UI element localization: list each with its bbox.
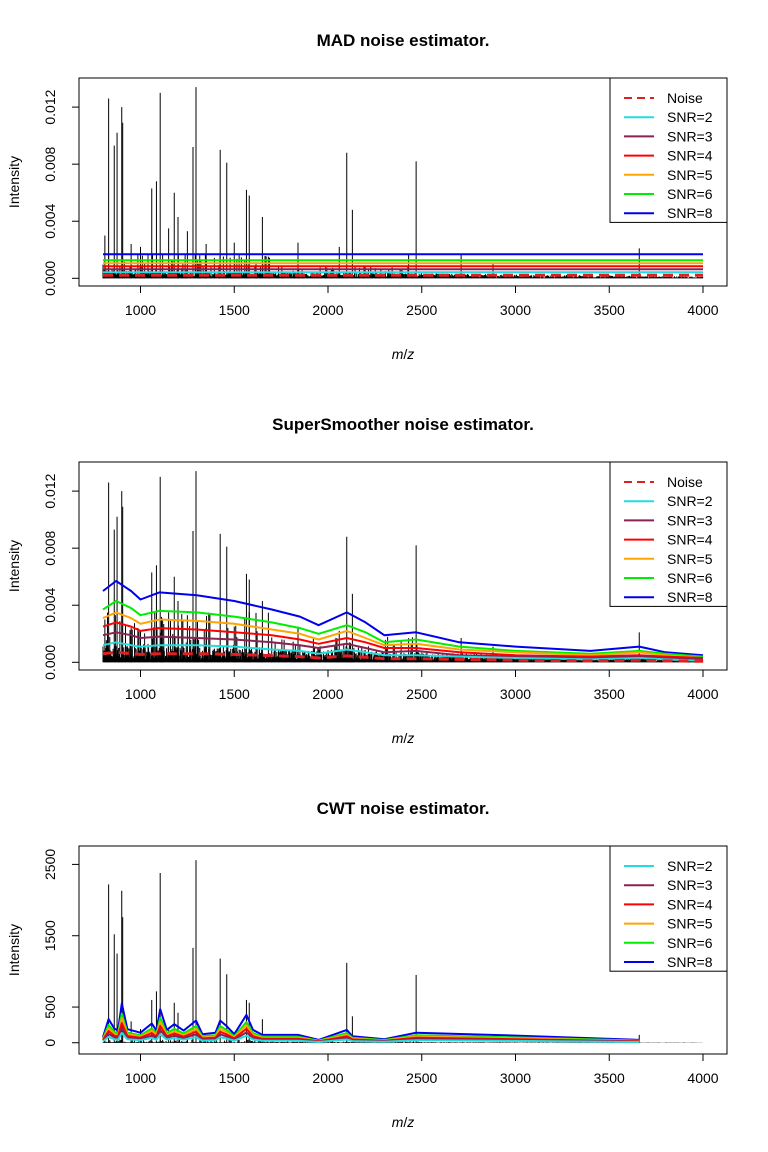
y-tick-label: 1500 — [42, 920, 58, 951]
legend-label: Noise — [667, 474, 703, 490]
legend-label: SNR=8 — [667, 589, 713, 605]
legend-label: SNR=2 — [667, 493, 713, 509]
x-tick-label: 3500 — [594, 686, 625, 702]
y-axis-label: Intensity — [6, 156, 22, 208]
series-line-snr-2 — [102, 1031, 640, 1043]
series-line-snr-2 — [102, 641, 704, 662]
y-axis-label: Intensity — [6, 924, 22, 976]
x-tick-label: 4000 — [687, 302, 718, 318]
x-axis-label-m: m — [392, 346, 404, 362]
legend-label: SNR=6 — [667, 570, 713, 586]
series-line-snr-4 — [102, 621, 704, 659]
x-tick-label: 3000 — [500, 302, 531, 318]
y-tick-label: 0.012 — [42, 89, 58, 124]
series-line-noise — [102, 650, 704, 663]
y-axis-label: Intensity — [6, 540, 22, 592]
x-tick-label: 1000 — [125, 686, 156, 702]
x-axis-label-sep: / — [403, 1114, 407, 1130]
x-axis-label-z: z — [406, 1114, 414, 1130]
x-axis-label: m/z — [392, 1114, 415, 1130]
y-tick-label: 0.012 — [42, 473, 58, 508]
legend-label: SNR=3 — [667, 128, 713, 144]
legend: Noise SNR=2 SNR=3 SNR=4 SNR=5 SNR=6 SNR=8 — [609, 77, 728, 223]
series-line-snr-5 — [102, 611, 704, 659]
x-axis-label-z: z — [406, 346, 414, 362]
legend-label: SNR=3 — [667, 877, 713, 893]
legend-label: SNR=5 — [667, 167, 713, 183]
x-tick-label: 2500 — [406, 686, 437, 702]
x-tick-label: 3500 — [594, 302, 625, 318]
legend-label: SNR=8 — [667, 205, 713, 221]
legend-label: SNR=3 — [667, 512, 713, 528]
x-axis-label-m: m — [392, 730, 404, 746]
legend-label: SNR=2 — [667, 109, 713, 125]
y-tick-label: 0.000 — [42, 645, 58, 680]
legend-label: SNR=8 — [667, 954, 713, 970]
x-axis: 1000 1500 2000 2500 3000 3500 4000 m/z — [125, 1054, 719, 1130]
legend: SNR=2 SNR=3 SNR=4 SNR=5 SNR=6 SNR=8 — [609, 845, 728, 972]
legend-label: SNR=5 — [667, 551, 713, 567]
y-tick-label: 0.000 — [42, 261, 58, 296]
chart-title: SuperSmoother noise estimator. — [272, 415, 534, 434]
x-axis-label-sep: / — [403, 730, 407, 746]
chart-panel-1: MAD noise estimator. 1000 1500 2000 2500 3000… — [6, 31, 728, 362]
legend-label: SNR=4 — [667, 532, 713, 548]
x-tick-label: 1500 — [219, 1070, 250, 1086]
x-tick-label: 3000 — [500, 686, 531, 702]
series-line-snr-4 — [102, 1022, 640, 1043]
x-tick-label: 2500 — [406, 1070, 437, 1086]
x-tick-label: 1000 — [125, 1070, 156, 1086]
x-tick-label: 4000 — [687, 1070, 718, 1086]
legend-box — [609, 77, 728, 223]
chart-title: MAD noise estimator. — [317, 31, 490, 50]
chart-title: CWT noise estimator. — [317, 799, 490, 818]
y-tick-label: 0.004 — [42, 588, 58, 623]
x-axis-label-z: z — [406, 730, 414, 746]
legend-label: SNR=4 — [667, 148, 713, 164]
x-tick-label: 2000 — [312, 1070, 343, 1086]
series-line-snr-8 — [102, 580, 704, 657]
chart-panel-2: SuperSmoother noise estimator. 1000 1500 20… — [6, 415, 728, 746]
x-axis: 1000 1500 2000 2500 3000 3500 4000 m/z — [125, 286, 719, 362]
y-axis: 0.000 0.004 0.008 0.012 Intensity — [6, 473, 79, 680]
legend-label: SNR=6 — [667, 935, 713, 951]
x-axis-label: m/z — [392, 346, 415, 362]
series-line-snr-3 — [102, 631, 704, 661]
series-line-snr-3 — [102, 1027, 640, 1043]
legend-label: SNR=4 — [667, 896, 713, 912]
legend-label: SNR=6 — [667, 186, 713, 202]
x-tick-label: 3000 — [500, 1070, 531, 1086]
legend-label: SNR=2 — [667, 858, 713, 874]
series-line-snr-6 — [102, 600, 704, 658]
chart-panel-3: CWT noise estimator. 1000 1500 2000 2500 3000… — [6, 799, 728, 1130]
y-tick-label: 0.008 — [42, 530, 58, 565]
y-tick-label: 0.004 — [42, 204, 58, 239]
x-axis-label: m/z — [392, 730, 415, 746]
x-tick-label: 3500 — [594, 1070, 625, 1086]
x-tick-label: 1500 — [219, 686, 250, 702]
x-axis-label-sep: / — [403, 346, 407, 362]
y-axis: 0 500 1500 2500 Intensity — [6, 849, 79, 1047]
x-tick-label: 2000 — [312, 686, 343, 702]
legend-box — [609, 461, 728, 607]
legend-label: Noise — [667, 90, 703, 106]
legend: Noise SNR=2 SNR=3 SNR=4 SNR=5 SNR=6 SNR=8 — [609, 461, 728, 607]
x-tick-label: 1500 — [219, 302, 250, 318]
y-tick-label: 0.008 — [42, 146, 58, 181]
x-tick-label: 2000 — [312, 302, 343, 318]
x-tick-label: 4000 — [687, 686, 718, 702]
series-line-snr-8 — [102, 1002, 640, 1041]
x-tick-label: 2500 — [406, 302, 437, 318]
x-axis: 1000 1500 2000 2500 3000 3500 4000 m/z — [125, 670, 719, 746]
y-tick-label: 2500 — [42, 849, 58, 880]
x-axis-label-m: m — [392, 1114, 404, 1130]
y-axis: 0.000 0.004 0.008 0.012 Intensity — [6, 89, 79, 296]
y-tick-label: 500 — [42, 995, 58, 1019]
y-tick-label: 0 — [42, 1039, 58, 1047]
x-tick-label: 1000 — [125, 302, 156, 318]
legend-label: SNR=5 — [667, 916, 713, 932]
